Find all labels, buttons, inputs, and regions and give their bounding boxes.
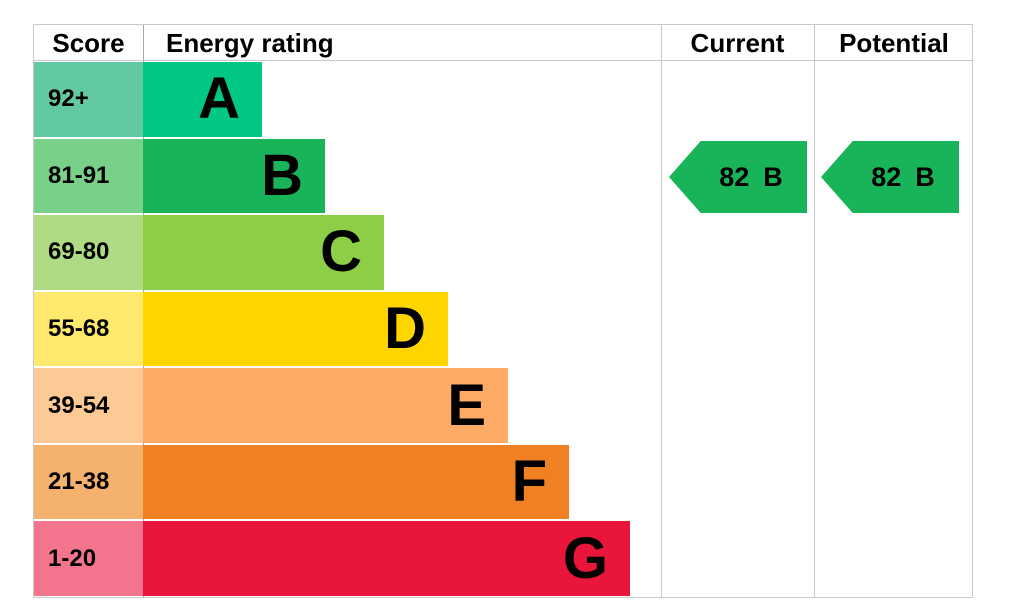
band-bar-c: C: [143, 215, 384, 290]
potential-rating-arrow: 82 B: [821, 141, 959, 213]
score-range-c: 69-80: [34, 215, 143, 290]
potential-rating-score: 82: [871, 161, 902, 192]
band-row-b: 81-91 B: [34, 138, 972, 215]
current-rating-letter: B: [763, 161, 783, 192]
band-bar-e: E: [143, 368, 508, 443]
band-row-d: 55-68 D: [34, 291, 972, 368]
band-bar-b: B: [143, 138, 325, 214]
energy-rating-column-header: Energy rating: [166, 27, 334, 58]
score-range-g: 1-20: [34, 521, 143, 597]
band-bar-g: G: [143, 521, 630, 597]
score-range-b: 81-91: [34, 138, 143, 214]
score-column-header: Score: [52, 27, 125, 58]
band-row-g: 1-20 G: [34, 520, 972, 597]
band-bar-f: F: [143, 444, 569, 520]
potential-rating-letter: B: [915, 161, 935, 192]
band-row-e: 39-54 E: [34, 367, 972, 444]
current-column-header: Current: [690, 27, 785, 58]
score-range-a: 92+: [34, 62, 143, 137]
score-range-d: 55-68: [34, 291, 143, 367]
current-rating-score: 82: [719, 161, 750, 192]
potential-column-header: Potential: [839, 27, 949, 58]
bands: 92+ A 81-91 B 69-80 C 55-68 D 39-54 E 21-38 F 1-20 G: [34, 61, 972, 597]
band-bar-d: D: [143, 291, 448, 367]
band-row-a: 92+ A: [34, 61, 972, 138]
score-range-e: 39-54: [34, 368, 143, 443]
current-rating-arrow: 82 B: [669, 141, 807, 213]
potential-column-divider: [814, 25, 815, 597]
band-row-c: 69-80 C: [34, 214, 972, 291]
table-header: Score Energy rating Current Potential: [34, 25, 972, 61]
energy-rating-chart: Score Energy rating Current Potential 92…: [33, 24, 973, 598]
band-row-f: 21-38 F: [34, 444, 972, 521]
current-column-divider: [661, 25, 662, 597]
score-range-f: 21-38: [34, 444, 143, 520]
band-bar-a: A: [143, 62, 262, 137]
